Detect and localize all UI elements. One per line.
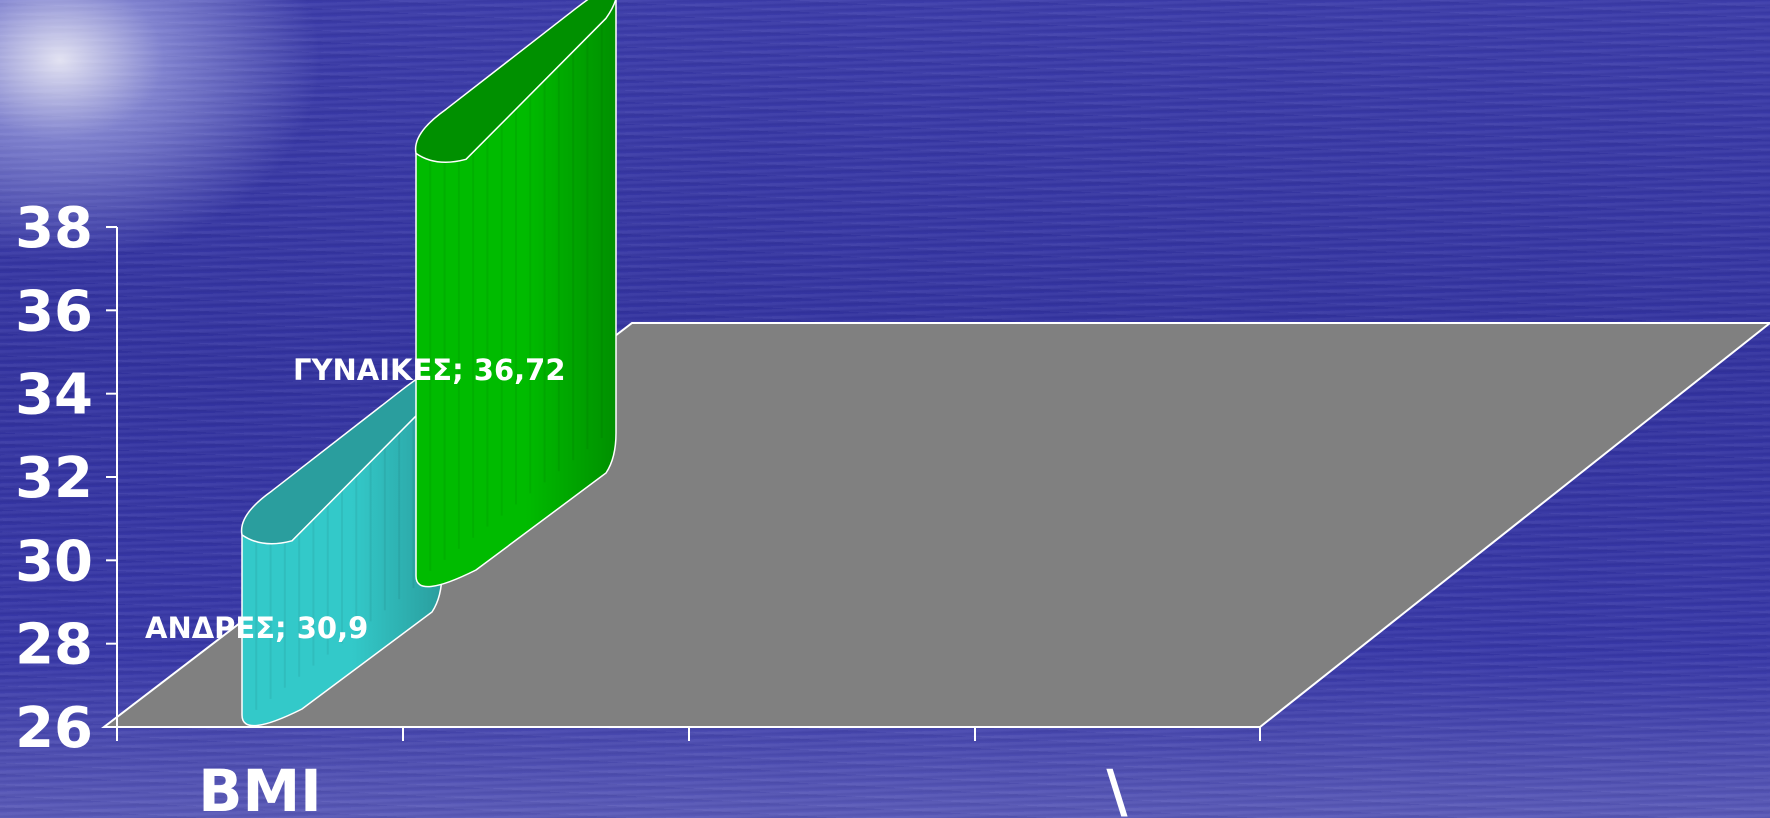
y-tick-label: 26	[15, 696, 93, 761]
bar-series-group	[240, 0, 617, 727]
category-label: \	[1106, 757, 1128, 818]
y-tick-label: 34	[15, 363, 93, 428]
data-label: ΑΝΔΡΕΣ; 30,9	[145, 611, 368, 645]
y-axis-ticks: 26 28 30 32 34 36 38	[15, 196, 117, 761]
bar-top-cap	[414, 0, 617, 163]
y-tick-label: 32	[15, 446, 93, 511]
y-tick-label: 36	[15, 279, 93, 344]
bar-γυναικες	[414, 0, 617, 588]
category-label: BMI	[198, 757, 322, 818]
x-axis-ticks	[116, 727, 1261, 741]
y-tick-label: 30	[15, 529, 93, 594]
data-label-group: ΑΝΔΡΕΣ; 30,9 ΓΥΝΑΙΚΕΣ; 36,72	[145, 353, 566, 645]
category-label-group: BMI \	[198, 757, 1128, 818]
y-tick-label: 38	[15, 196, 93, 261]
data-label: ΓΥΝΑΙΚΕΣ; 36,72	[293, 353, 566, 387]
bar-ανδρες	[240, 366, 444, 727]
y-tick-label: 28	[15, 613, 93, 678]
